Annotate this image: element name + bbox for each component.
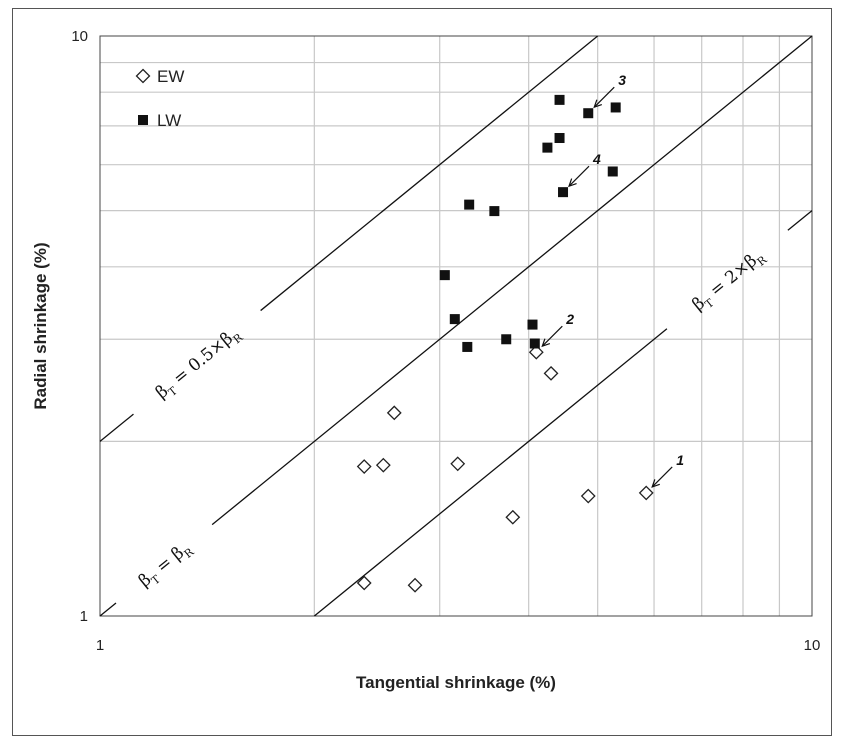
annotation-arrowhead xyxy=(651,479,660,488)
annotation-arrow xyxy=(568,165,590,187)
annotation-label: 4 xyxy=(592,151,601,167)
annotation-arrowhead xyxy=(541,338,551,348)
annotation-arrow xyxy=(651,466,673,488)
ew-data-point xyxy=(356,575,372,591)
annotation-arrow xyxy=(593,86,615,108)
data-points xyxy=(356,94,654,593)
reference-line xyxy=(787,210,813,231)
lw-data-point xyxy=(554,94,565,105)
lw-data-point xyxy=(501,334,512,345)
reference-line-label-text: βT = βR xyxy=(135,537,197,593)
lw-data-point xyxy=(449,314,460,325)
reference-line xyxy=(211,35,813,526)
reference-line xyxy=(99,413,134,442)
lw-data-point xyxy=(529,338,540,349)
lw-data-point xyxy=(554,133,565,144)
lw-data-point xyxy=(464,199,475,210)
ew-data-point xyxy=(375,457,391,473)
y-tick-label: 10 xyxy=(71,28,88,45)
ew-data-point xyxy=(450,456,466,472)
legend-marker-ew xyxy=(135,68,151,84)
ew-data-point xyxy=(528,344,544,360)
annotation-label: 1 xyxy=(676,452,684,468)
lw-data-point xyxy=(462,341,473,352)
ew-data-point xyxy=(543,365,559,381)
lw-data-point xyxy=(542,142,553,153)
ew-data-point xyxy=(505,509,521,525)
reference-line-label-text: βT = 0.5×βR xyxy=(152,323,246,405)
y-axis-label: Radial shrinkage (%) xyxy=(31,242,50,409)
annotation-label: 2 xyxy=(565,311,574,327)
chart-frame xyxy=(12,8,832,736)
legend-label-ew: EW xyxy=(157,67,184,86)
lw-data-point xyxy=(607,166,618,177)
ew-data-point xyxy=(407,577,423,593)
reference-lines: βT = 0.5×βR βT = βR βT = 2×βR xyxy=(99,35,813,617)
lw-data-point xyxy=(583,108,594,119)
lw-data-point xyxy=(558,187,569,198)
lw-data-point xyxy=(439,270,450,281)
ew-data-point xyxy=(356,459,372,474)
annotations: 1 2 3 4 xyxy=(541,72,684,488)
annotation-arrow xyxy=(541,325,563,347)
plot-area xyxy=(99,35,813,617)
y-tick-label: 1 xyxy=(80,608,88,625)
ew-data-point xyxy=(386,405,402,421)
reference-line-label-text: βT = 2×βR xyxy=(689,245,770,317)
annotation-arrowhead xyxy=(593,99,602,109)
lw-data-point xyxy=(610,102,621,113)
x-axis-label: Tangential shrinkage (%) xyxy=(356,673,556,692)
reference-line-label: βT = 2×βR xyxy=(689,245,770,317)
reference-line-label: βT = βR xyxy=(135,537,197,593)
grid xyxy=(100,36,812,616)
ew-data-point xyxy=(638,485,654,501)
legend: EW LW xyxy=(135,67,184,130)
annotation-arrowhead xyxy=(568,178,577,188)
ew-data-point xyxy=(580,488,596,504)
lw-data-point xyxy=(527,319,538,330)
legend-label-lw: LW xyxy=(157,111,181,130)
reference-line xyxy=(99,602,117,617)
reference-line-label: βT = 0.5×βR xyxy=(152,323,246,405)
x-tick-label: 10 xyxy=(804,637,821,654)
legend-marker-lw xyxy=(138,115,148,125)
annotation-label: 3 xyxy=(618,72,626,88)
reference-line xyxy=(313,328,668,617)
x-tick-label: 1 xyxy=(96,637,104,654)
reference-line xyxy=(260,35,599,312)
tick-labels: 1 10 1 10 xyxy=(71,28,820,654)
lw-data-point xyxy=(489,206,500,217)
